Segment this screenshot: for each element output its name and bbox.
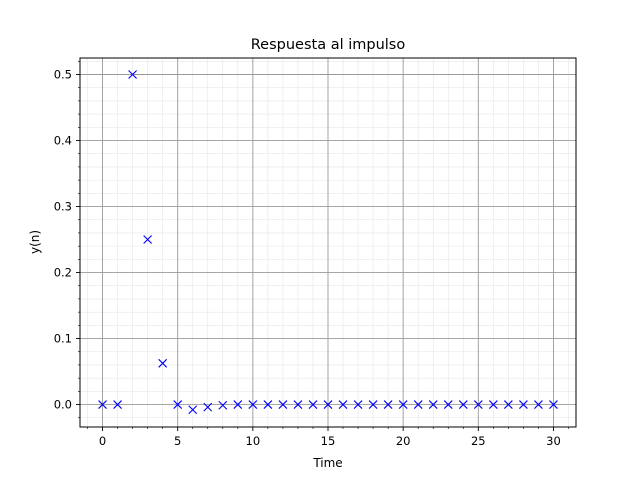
data-point — [549, 400, 558, 409]
data-point — [293, 400, 303, 409]
data-point — [338, 400, 348, 409]
y-axis-label: y(n) — [28, 230, 42, 254]
data-point — [323, 400, 333, 409]
x-tick-label: 20 — [396, 434, 411, 448]
data-point — [218, 400, 228, 410]
data-point — [188, 405, 198, 415]
y-tick-label: 0.5 — [54, 68, 72, 82]
minor-grid — [80, 58, 576, 427]
data-markers — [98, 70, 558, 415]
data-point — [113, 400, 122, 409]
data-point — [368, 400, 378, 409]
data-point — [473, 400, 483, 409]
x-axis-ticks: 0 5 10 15 20 25 30 — [87, 427, 569, 448]
data-point — [263, 400, 273, 409]
x-tick-label: 5 — [174, 434, 181, 448]
data-point — [143, 235, 153, 244]
y-tick-label: 0.2 — [54, 266, 72, 280]
data-point — [353, 400, 363, 409]
data-point — [173, 400, 183, 409]
data-point — [158, 358, 168, 368]
data-point — [383, 400, 393, 409]
data-point — [278, 400, 288, 409]
y-tick-label: 0.1 — [54, 332, 72, 346]
x-tick-label: 0 — [99, 434, 106, 448]
y-tick-label: 0.0 — [54, 398, 72, 412]
data-point — [308, 400, 318, 409]
data-point — [248, 400, 258, 409]
data-point — [233, 400, 243, 409]
data-point — [203, 402, 213, 412]
data-point — [488, 400, 498, 409]
data-point — [398, 400, 408, 409]
data-point — [534, 400, 543, 409]
data-point — [128, 70, 137, 79]
data-point — [443, 400, 453, 409]
x-tick-label: 25 — [471, 434, 486, 448]
chart-title: Respuesta al impulso — [251, 37, 406, 53]
data-point — [98, 400, 107, 409]
y-axis-ticks: 0.0 0.1 0.2 0.3 0.4 0.5 — [54, 61, 80, 419]
x-tick-label: 30 — [546, 434, 561, 448]
x-tick-label: 15 — [321, 434, 336, 448]
data-point — [458, 400, 468, 409]
y-tick-label: 0.4 — [54, 134, 72, 148]
plot-area: 0 5 10 15 20 25 30 0.0 0.1 0.2 0.3 0.4 0.5 — [54, 57, 577, 448]
data-point — [519, 400, 528, 409]
data-point — [503, 400, 513, 409]
data-point — [413, 400, 423, 409]
x-tick-label: 10 — [246, 434, 261, 448]
x-axis-label: Time — [312, 456, 342, 470]
y-tick-label: 0.3 — [54, 200, 72, 214]
data-point — [428, 400, 438, 409]
